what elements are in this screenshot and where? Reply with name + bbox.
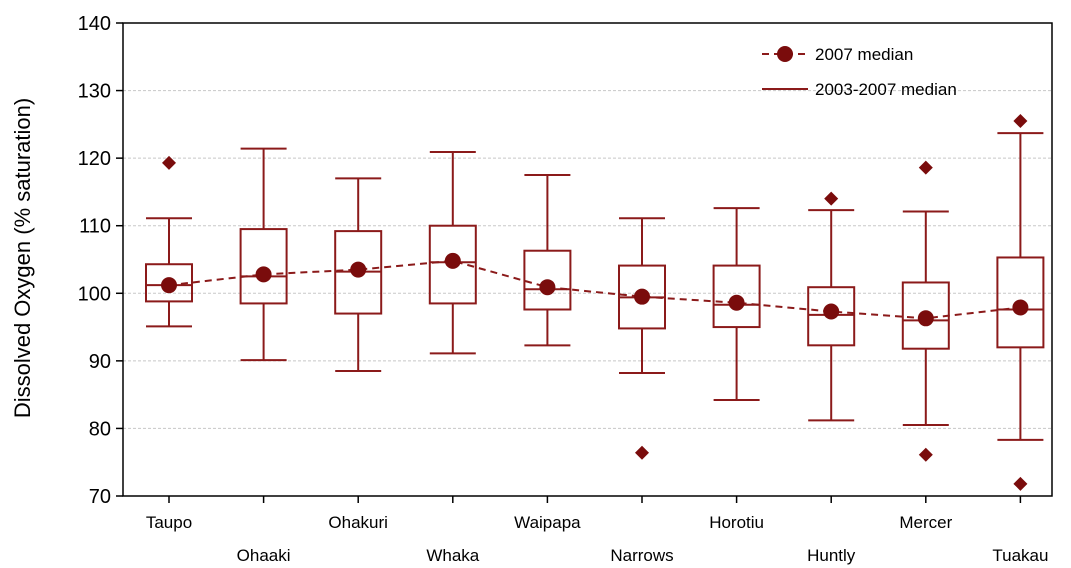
box-iqr [807,286,856,347]
x-category-label: Whaka [426,546,479,565]
x-category-label: Ohaaki [237,546,291,565]
median-2007-point [728,294,745,311]
outlier-marker [1013,476,1028,491]
x-category-label: Narrows [610,546,673,565]
grid-lines [123,90,1052,429]
y-tick-label: 110 [79,216,111,238]
outlier-marker [1013,113,1028,128]
median-2007-point [634,288,650,305]
y-tick-label: 140 [78,13,111,35]
x-category-label: Taupo [146,513,192,532]
legend-2003-2007-label: 2003-2007 median [815,80,957,99]
legend-2007-marker [777,46,793,62]
y-axis-title: Dissolved Oxygen (% saturation) [10,98,35,418]
box-iqr [996,256,1045,349]
x-category-label: Horotiu [709,513,764,532]
axes: 70 80 90 100 110 120 130 140 Taupo Ohaaki Ohakuri W… [78,13,1053,565]
plot-frame [122,22,1053,497]
y-tick-label: 120 [78,148,111,170]
outlier-marker [918,447,933,462]
box-series [145,113,1045,491]
y-tick-label: 100 [78,283,111,305]
y-tick-label: 70 [89,486,111,508]
median-2007-point [350,261,367,278]
x-category-label: Huntly [807,546,856,565]
x-category-label: Tuakau [992,546,1048,565]
box-iqr [428,224,477,305]
median-2007-point [539,279,556,296]
median-2007-line [168,259,1021,320]
box-iqr [145,263,193,303]
legend-2007-label: 2007 median [815,45,913,64]
x-category-label: Ohakuri [328,513,388,532]
outlier-marker [918,160,933,175]
median-2007-point [823,303,840,320]
y-tick-label: 130 [78,81,111,103]
x-category-label: Waipapa [514,513,581,532]
median-2007-point [1012,299,1029,316]
outlier-marker [162,155,176,170]
y-tick-label: 80 [89,418,111,440]
outlier-marker [635,445,649,460]
box-iqr [523,249,572,311]
median-2007-point [917,310,934,327]
median-2007-point [161,277,177,294]
median-2007-series [161,252,1029,327]
outlier-marker [824,191,839,206]
median-2007-point [444,252,461,269]
median-2007-point [255,266,272,283]
legend: 2007 median 2003-2007 median [762,45,957,99]
x-category-label: Mercer [899,513,952,532]
y-tick-label: 90 [89,351,111,373]
box-iqr [712,264,761,329]
box-iqr [239,228,288,305]
